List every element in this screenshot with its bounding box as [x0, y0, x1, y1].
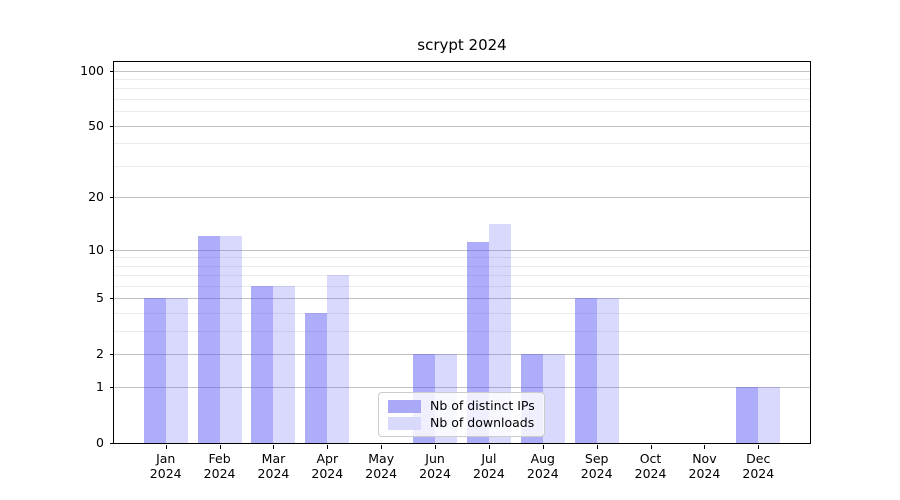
y-tick-mark — [110, 249, 114, 251]
minor-gridline — [114, 88, 810, 90]
y-tick-mark — [110, 197, 114, 199]
bar-downloads-mar — [273, 285, 296, 443]
major-gridline — [114, 70, 810, 72]
bar-downloads-jul — [488, 224, 511, 443]
major-gridline — [114, 197, 810, 199]
y-tick-mark — [110, 298, 114, 300]
minor-gridline — [114, 275, 810, 277]
minor-gridline — [114, 265, 810, 267]
x-tick-mark — [542, 445, 544, 449]
y-tick-label: 100 — [80, 62, 104, 78]
x-tick-label-year: 2024 — [419, 466, 451, 481]
bar-downloads-jan — [165, 298, 188, 443]
minor-gridline — [114, 111, 810, 113]
y-tick-label: 5 — [96, 290, 104, 306]
x-tick-label: Feb 2024 — [188, 451, 252, 481]
y-tick-label: 20 — [88, 189, 104, 205]
y-tick-mark — [110, 387, 114, 389]
x-tick-mark — [165, 445, 167, 449]
minor-gridline — [114, 165, 810, 167]
x-tick-label: Dec 2024 — [726, 451, 790, 481]
major-gridline — [114, 298, 810, 300]
chart-title: scrypt 2024 — [417, 36, 507, 54]
major-gridline — [114, 125, 810, 127]
legend-label-distinct-ips: Nb of distinct IPs — [430, 398, 535, 413]
x-tick-label-year: 2024 — [688, 466, 721, 481]
x-tick-label-year: 2024 — [149, 466, 182, 481]
major-gridline — [114, 387, 810, 389]
x-tick-mark — [650, 445, 652, 449]
x-tick-mark — [704, 445, 706, 449]
bar-ips-apr — [305, 313, 328, 443]
x-tick-label-year: 2024 — [203, 466, 236, 481]
y-tick-label: 2 — [96, 346, 104, 362]
x-tick-label-year: 2024 — [580, 466, 613, 481]
x-tick-mark — [758, 445, 760, 449]
major-gridline — [114, 249, 810, 251]
x-tick-mark — [327, 445, 329, 449]
bar-ips-mar — [251, 285, 274, 443]
x-tick-label-year: 2024 — [526, 466, 559, 481]
x-tick-mark — [273, 445, 275, 449]
y-tick-label: 1 — [96, 379, 104, 395]
x-tick-mark — [596, 445, 598, 449]
legend-swatch-downloads — [388, 416, 421, 430]
x-tick-label: Sep 2024 — [565, 451, 629, 481]
x-tick-label: May 2024 — [349, 451, 413, 481]
x-tick-label-year: 2024 — [742, 466, 775, 481]
y-tick-mark — [110, 443, 114, 444]
x-tick-label: Apr 2024 — [295, 451, 359, 481]
bar-downloads-dec — [758, 387, 781, 443]
bar-ips-jan — [143, 298, 166, 443]
x-tick-label-year: 2024 — [311, 466, 344, 481]
y-tick-mark — [110, 125, 114, 127]
minor-gridline — [114, 79, 810, 80]
x-tick-label: Oct 2024 — [619, 451, 683, 481]
major-gridline — [114, 354, 810, 356]
plot-area — [113, 61, 811, 444]
legend-label-downloads: Nb of downloads — [430, 415, 535, 430]
y-tick-label: 50 — [88, 117, 104, 133]
x-tick-mark — [381, 445, 383, 449]
bar-ips-feb — [197, 236, 220, 443]
x-tick-label-year: 2024 — [257, 466, 290, 481]
x-tick-label-year: 2024 — [634, 466, 667, 481]
minor-gridline — [114, 143, 810, 145]
x-tick-label: Jan 2024 — [134, 451, 198, 481]
y-tick-label: 10 — [88, 241, 104, 257]
bar-downloads-apr — [327, 275, 350, 443]
x-tick-mark — [435, 445, 437, 449]
minor-gridline — [114, 99, 810, 101]
legend: Nb of distinct IPs Nb of downloads — [378, 392, 545, 437]
x-tick-mark — [219, 445, 221, 449]
x-tick-label-year: 2024 — [365, 466, 398, 481]
y-tick-mark — [110, 354, 114, 356]
y-tick-mark — [110, 70, 114, 72]
x-tick-label-year: 2024 — [473, 466, 505, 481]
x-tick-label: Nov 2024 — [672, 451, 736, 481]
x-tick-mark — [488, 445, 490, 449]
bar-downloads-aug — [542, 354, 565, 443]
legend-swatch-distinct-ips — [388, 399, 421, 413]
minor-gridline — [114, 285, 810, 287]
bar-ips-dec — [736, 387, 759, 443]
x-tick-label: Jun 2024 — [403, 451, 467, 481]
minor-gridline — [114, 331, 810, 333]
legend-item-distinct-ips: Nb of distinct IPs — [388, 399, 535, 413]
x-tick-label: Jul 2024 — [457, 451, 521, 481]
bar-downloads-feb — [219, 236, 242, 443]
x-tick-label: Aug 2024 — [511, 451, 575, 481]
bar-downloads-sep — [596, 298, 619, 443]
minor-gridline — [114, 257, 810, 259]
minor-gridline — [114, 313, 810, 315]
bar-ips-sep — [574, 298, 597, 443]
x-tick-label: Mar 2024 — [241, 451, 305, 481]
legend-item-downloads: Nb of downloads — [388, 416, 535, 430]
y-tick-label: 0 — [96, 435, 104, 450]
